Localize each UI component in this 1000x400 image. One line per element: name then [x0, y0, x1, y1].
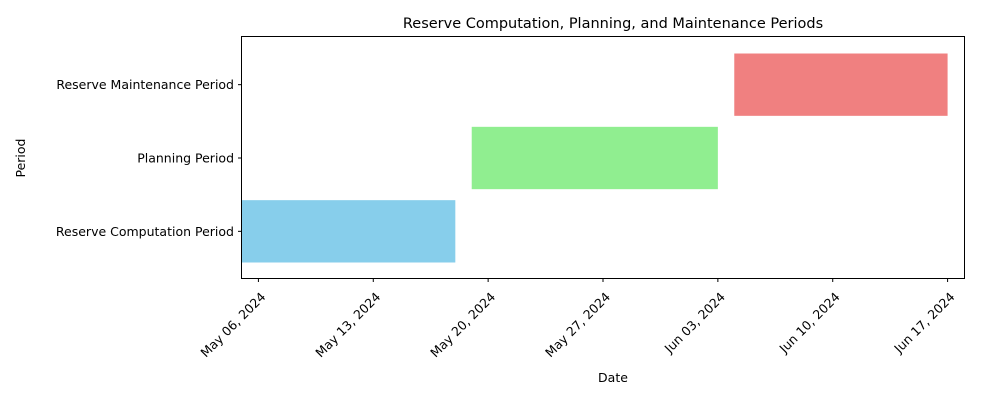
- x-tick-label: May 06, 2024: [197, 289, 268, 360]
- x-tick-label: May 27, 2024: [542, 289, 613, 360]
- x-tick-label: May 13, 2024: [312, 289, 383, 360]
- bars-group: [242, 53, 948, 263]
- x-tick-label: Jun 10, 2024: [776, 289, 843, 356]
- y-axis-label: Period: [13, 139, 28, 178]
- x-axis-label: Date: [598, 370, 628, 385]
- chart-title: Reserve Computation, Planning, and Maint…: [403, 16, 823, 32]
- y-tick-label: Reserve Maintenance Period: [56, 77, 234, 92]
- y-axis: Reserve Computation Period Planning Perio…: [56, 77, 242, 239]
- x-tick-label: May 20, 2024: [427, 289, 498, 360]
- bar-planning-period: [471, 126, 718, 190]
- x-tick-label: Jun 03, 2024: [661, 289, 728, 356]
- bar-reserve-computation-period: [242, 200, 456, 263]
- y-tick-label: Planning Period: [137, 151, 234, 166]
- x-axis: May 06, 2024 May 13, 2024 May 20, 2024 May …: [197, 278, 958, 360]
- x-tick-label: Jun 17, 2024: [890, 289, 957, 356]
- bar-reserve-maintenance-period: [734, 53, 948, 116]
- y-tick-label: Reserve Computation Period: [56, 224, 234, 239]
